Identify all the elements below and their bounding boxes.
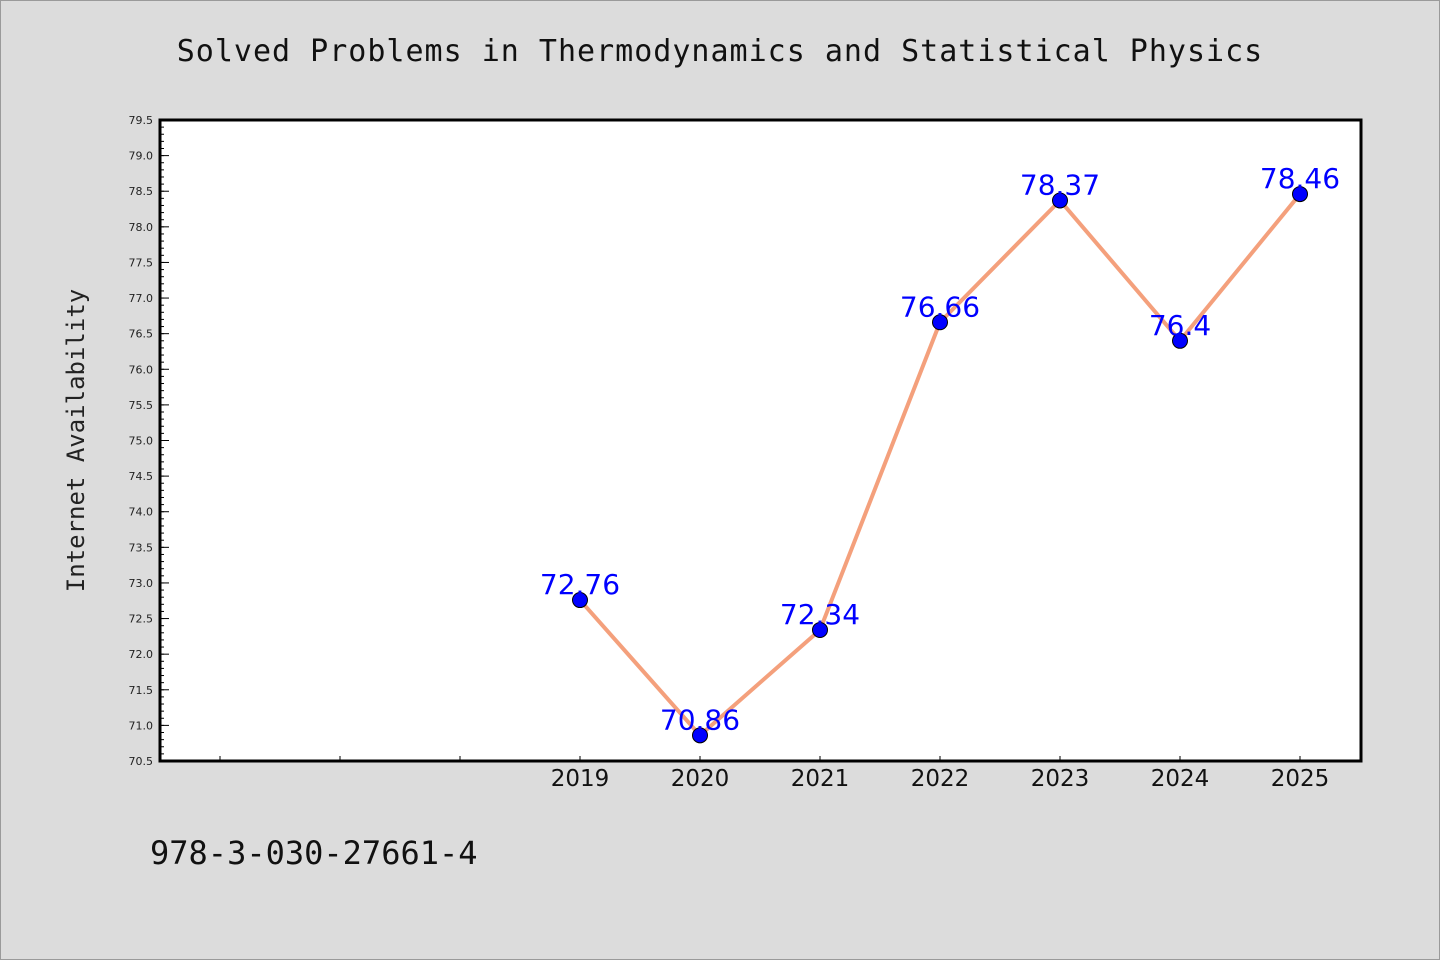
data-label: 78.37 [1020,168,1100,201]
x-tick-label: 2025 [1271,766,1330,792]
y-tick-label: 76.5 [129,328,154,341]
x-tick-label: 2021 [791,766,850,792]
data-label: 78.46 [1260,162,1340,195]
data-point [812,621,828,638]
y-tick-label: 71.5 [129,684,154,697]
y-tick-label: 71.0 [129,719,154,732]
x-tick-label: 2023 [1031,766,1090,792]
data-point [1172,332,1188,349]
y-tick-label: 75.0 [129,435,154,448]
data-point [1052,192,1068,209]
data-point [572,592,588,609]
y-tick-label: 77.0 [129,292,154,305]
y-tick-label: 79.0 [129,150,154,163]
x-tick-label: 2022 [911,766,970,792]
y-tick-label: 76.0 [129,363,154,376]
y-axis-label: Internet Availability [62,289,90,592]
y-tick-label: 78.5 [129,185,154,198]
data-point [1292,186,1308,203]
y-tick-label: 79.5 [129,114,154,127]
y-tick-label: 75.5 [129,399,154,412]
x-tick-label: 2024 [1151,766,1210,792]
y-tick-label: 74.5 [129,470,154,483]
y-tick-label: 70.5 [129,755,154,768]
data-label: 70.86 [660,703,740,736]
data-label: 76.4 [1149,309,1211,342]
data-label: 72.34 [780,598,860,631]
data-label: 72.76 [540,568,620,601]
y-tick-label: 72.0 [129,648,154,661]
isbn-label: 978-3-030-27661-4 [150,834,478,872]
x-tick-label: 2019 [551,766,610,792]
data-label: 76.66 [900,290,980,323]
x-tick-label: 2020 [671,766,730,792]
y-tick-label: 78.0 [129,221,154,234]
y-tick-label: 73.5 [129,541,154,554]
y-tick-label: 74.0 [129,506,154,519]
plot-area [160,120,1361,761]
y-tick-label: 72.5 [129,613,154,626]
chart-title: Solved Problems in Thermodynamics and St… [176,34,1264,69]
y-tick-label: 73.0 [129,577,154,590]
y-tick-label: 77.5 [129,256,154,269]
plot-border [158,118,1363,763]
data-point [692,727,708,744]
data-point [932,314,948,331]
